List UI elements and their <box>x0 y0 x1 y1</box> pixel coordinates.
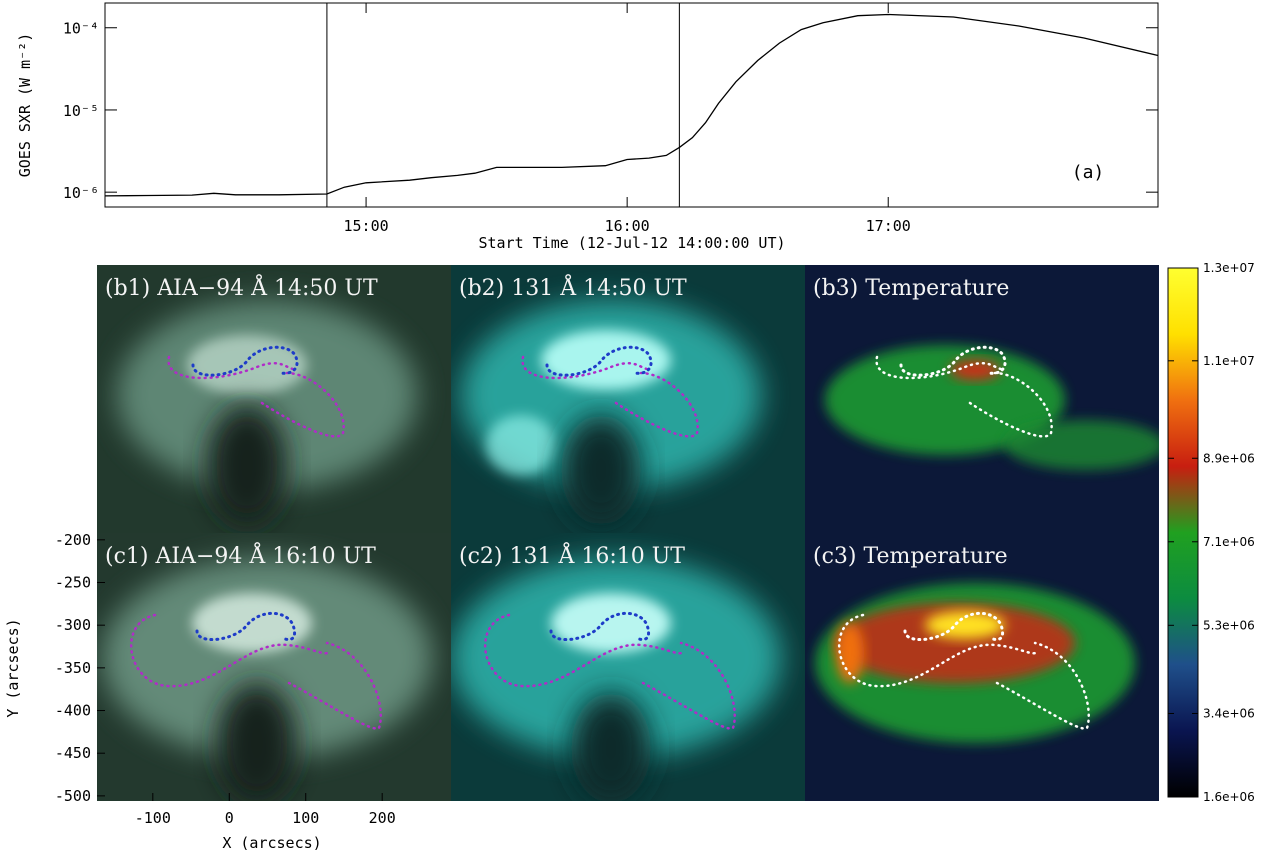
colorbar: 1.6e+06 3.4e+06 5.3e+06 7.1e+06 8.9e+06 1.1e+… <box>1167 261 1255 804</box>
y-tick-label: -450 <box>55 744 91 762</box>
y-tick-label: -500 <box>55 787 91 805</box>
colorbar-tick-label: 3.4e+06 <box>1203 706 1255 720</box>
panel-title: (c1) AIA−94 Å 16:10 UT <box>105 541 376 569</box>
x-tick-label: 100 <box>292 809 319 827</box>
x-tick-label: 17:00 <box>866 217 911 235</box>
y-tick-label: -200 <box>55 531 91 549</box>
colorbar-tick-label: 1.3e+07 <box>1203 261 1255 275</box>
panel-title: (b1) AIA−94 Å 14:50 UT <box>105 273 378 301</box>
panel-title: (c3) Temperature <box>813 544 1008 569</box>
y-axis-label: Y (arcsecs) <box>4 618 22 717</box>
panel-label: (a) <box>1072 162 1105 183</box>
image-axes: (b1) AIA−94 Å 14:50 UT (b2) 131 Å 14:50 U… <box>55 273 1010 827</box>
x-tick-label: -100 <box>135 809 171 827</box>
y-tick-label: 10⁻⁶ <box>63 184 99 202</box>
y-axis-label: GOES SXR (W m⁻²) <box>16 33 34 178</box>
light-curve: 10⁻⁶ 10⁻⁵ 10⁻⁴ 15:00 16:00 17:00 <box>63 3 1159 235</box>
colorbar-tick-label: 1.6e+06 <box>1203 790 1255 804</box>
y-tick-label: -400 <box>55 702 91 720</box>
x-tick-label: 16:00 <box>605 217 650 235</box>
y-tick-label: -300 <box>55 616 91 634</box>
image-panel <box>451 533 805 801</box>
image-panel <box>97 533 451 801</box>
colorbar-tick-label: 5.3e+06 <box>1203 618 1255 632</box>
y-tick-label: 10⁻⁴ <box>63 20 99 38</box>
y-tick-label: -350 <box>55 659 91 677</box>
image-panel <box>97 265 451 533</box>
x-axis-label: Start Time (12-Jul-12 14:00:00 UT) <box>478 234 785 252</box>
y-tick-label: -250 <box>55 574 91 592</box>
image-panel <box>451 265 805 533</box>
plot-frame <box>104 2 1159 208</box>
colorbar-tick-label: 1.1e+07 <box>1203 354 1255 368</box>
colorbar-tick-label: 8.9e+06 <box>1203 451 1255 465</box>
colorbar-bar <box>1167 267 1199 798</box>
panel-title: (b3) Temperature <box>813 276 1009 301</box>
panel-title: (c2) 131 Å 16:10 UT <box>459 541 685 569</box>
image-panel <box>805 265 1159 533</box>
x-tick-label: 200 <box>369 809 396 827</box>
light-curve-line <box>104 13 1159 197</box>
x-axis-label: X (arcsecs) <box>222 834 321 852</box>
y-tick-label: 10⁻⁵ <box>63 102 99 120</box>
x-tick-label: 0 <box>225 809 234 827</box>
colorbar-tick-label: 7.1e+06 <box>1203 535 1255 549</box>
image-panel <box>805 533 1159 801</box>
x-tick-label: 15:00 <box>343 217 388 235</box>
panel-title: (b2) 131 Å 14:50 UT <box>459 273 687 301</box>
